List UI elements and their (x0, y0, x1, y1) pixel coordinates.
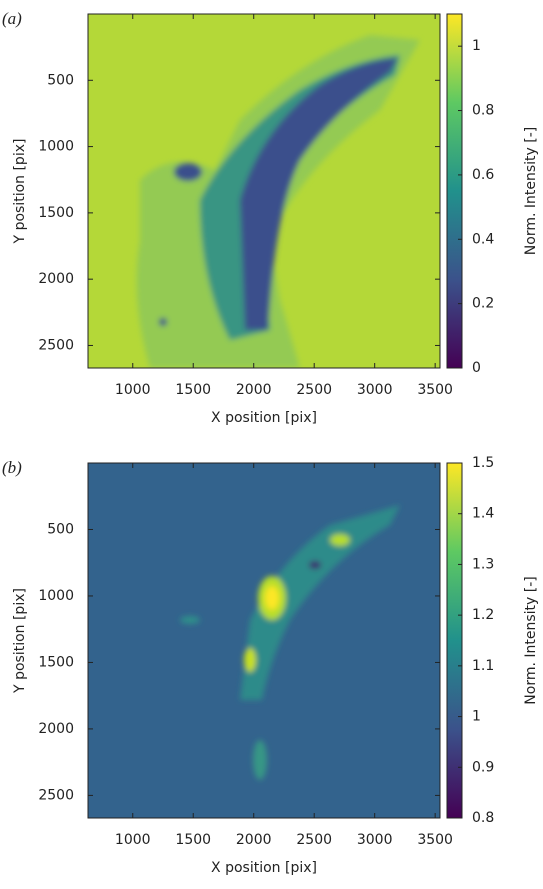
heatmap-image-b (88, 463, 440, 818)
x-tick-label: 2500 (296, 832, 332, 848)
y-axis-label: Y position [pix] (12, 139, 28, 245)
colorbar-tick-label: 1 (472, 38, 481, 54)
colorbar-label: Norm. Intensity [-] (523, 576, 539, 704)
panel-label: (a) (2, 9, 22, 28)
panel-label: (b) (2, 458, 22, 477)
plot-frame (87, 462, 441, 819)
x-tick-label: 1500 (175, 382, 211, 398)
x-tick-label: 3500 (417, 832, 453, 848)
x-tick-label: 3500 (417, 382, 453, 398)
colorbar-tick-label: 1.3 (472, 556, 494, 572)
x-axis-label: X position [pix] (211, 860, 317, 876)
heatmap-image-a (88, 14, 440, 368)
colorbar-b (447, 463, 462, 818)
colorbar-tick-label: 1.4 (472, 506, 494, 522)
colorbar-label: Norm. Intensity [-] (523, 127, 539, 255)
y-axis-label: Y position [pix] (12, 588, 28, 694)
y-tick-label: 1000 (38, 139, 74, 155)
colorbar-a (447, 14, 462, 368)
y-tick-label: 1000 (38, 588, 74, 604)
x-tick-label: 3000 (357, 382, 393, 398)
colorbar-tick-label: 0.2 (472, 296, 494, 312)
y-tick-label: 2000 (38, 271, 74, 287)
colorbar-tick-label: 0.6 (472, 167, 494, 183)
y-tick-label: 2000 (38, 721, 74, 737)
x-tick-label: 2500 (296, 382, 332, 398)
colorbar-tick-label: 1.1 (472, 658, 494, 674)
x-tick-label: 1500 (175, 832, 211, 848)
colorbar-tick-label: 0.8 (472, 103, 494, 119)
y-tick-label: 2500 (38, 337, 74, 353)
y-tick-label: 500 (47, 521, 74, 537)
y-tick-label: 2500 (38, 787, 74, 803)
colorbar-tick-label: 0 (472, 360, 481, 376)
colorbar-tick-label: 0.4 (472, 231, 494, 247)
x-tick-label: 2000 (236, 832, 272, 848)
x-tick-label: 2000 (236, 382, 272, 398)
colorbar-tick-label: 0.8 (472, 810, 494, 826)
colorbar-tick-label: 1.5 (472, 455, 494, 471)
colorbar-frame (446, 462, 463, 819)
y-tick-label: 1500 (38, 654, 74, 670)
x-tick-label: 3000 (357, 832, 393, 848)
y-tick-label: 1500 (38, 205, 74, 221)
colorbar-tick-label: 0.9 (472, 759, 494, 775)
colorbar-tick-label: 1 (472, 709, 481, 725)
colorbar-frame (446, 13, 463, 369)
x-tick-label: 1000 (115, 832, 151, 848)
colorbar-tick-label: 1.2 (472, 607, 494, 623)
plot-frame (87, 13, 441, 369)
x-tick-label: 1000 (115, 382, 151, 398)
y-tick-label: 500 (47, 72, 74, 88)
x-axis-label: X position [pix] (211, 410, 317, 426)
